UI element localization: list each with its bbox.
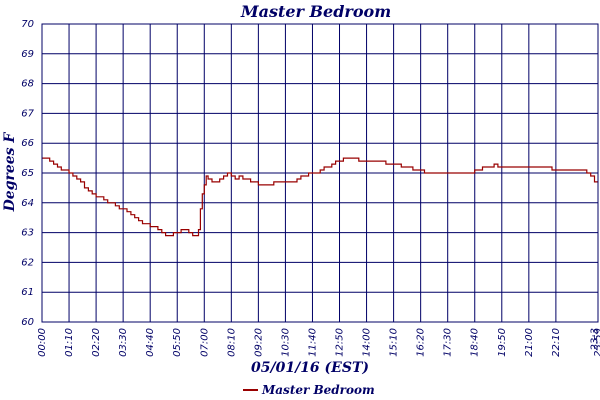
x-tick-label: 23:3 [590,328,600,350]
y-tick-label: 70 [21,19,34,30]
x-tick-label: 10:30 [280,328,291,357]
legend-label-master-bedroom: Master Bedroom [261,383,375,397]
series-line-master-bedroom [42,157,598,237]
x-tick-label: 02:20 [91,328,102,357]
y-tick-label: 61 [21,287,34,298]
y-tick-label: 69 [21,49,34,60]
x-tick-label: 03:30 [118,328,129,357]
y-tick-labels: 60 61 62 63 64 65 66 67 68 69 70 [21,19,34,328]
y-tick-label: 64 [21,198,34,209]
y-tick-label: 68 [21,79,34,90]
y-tick-label: 63 [21,228,34,239]
x-tick-label: 19:50 [497,328,508,357]
x-tick-label: 04:40 [145,328,156,357]
y-tick-label: 67 [21,108,34,119]
x-axis-label: 05/01/16 (EST) [251,360,369,376]
x-tick-label: 21:00 [524,328,535,357]
y-tick-label: 66 [21,138,34,149]
x-tick-label: 14:00 [362,328,373,357]
series-layer [42,157,598,237]
x-tick-label: 23:59 [593,328,600,357]
y-axis-label: Degrees F [2,132,18,213]
x-tick-label: 05:50 [172,328,183,357]
y-tick-label: 65 [21,168,34,179]
x-tick-label: 00:00 [37,328,48,357]
x-tick-label: 17:30 [443,328,454,357]
x-tick-label: 15:10 [389,328,400,357]
chart-title: Master Bedroom [240,2,391,21]
x-tick-label: 09:20 [253,328,264,357]
x-tick-label: 11:40 [307,328,318,357]
x-tick-label: 18:40 [470,328,481,357]
legend: Master Bedroom [243,383,375,397]
y-tick-label: 60 [21,317,34,328]
x-tick-label: 01:10 [64,328,75,357]
x-tick-label: 12:50 [335,328,346,357]
x-tick-label: 16:20 [416,328,427,357]
y-tick-label: 62 [21,257,34,268]
x-tick-label: 08:10 [226,328,237,357]
x-tick-label: 07:00 [199,328,210,357]
x-tick-label: 22:10 [551,328,562,357]
x-tick-labels: 00:00 01:10 02:20 03:30 04:40 05:50 07:00 08:10… [37,328,600,357]
plot-frame [41,23,599,323]
